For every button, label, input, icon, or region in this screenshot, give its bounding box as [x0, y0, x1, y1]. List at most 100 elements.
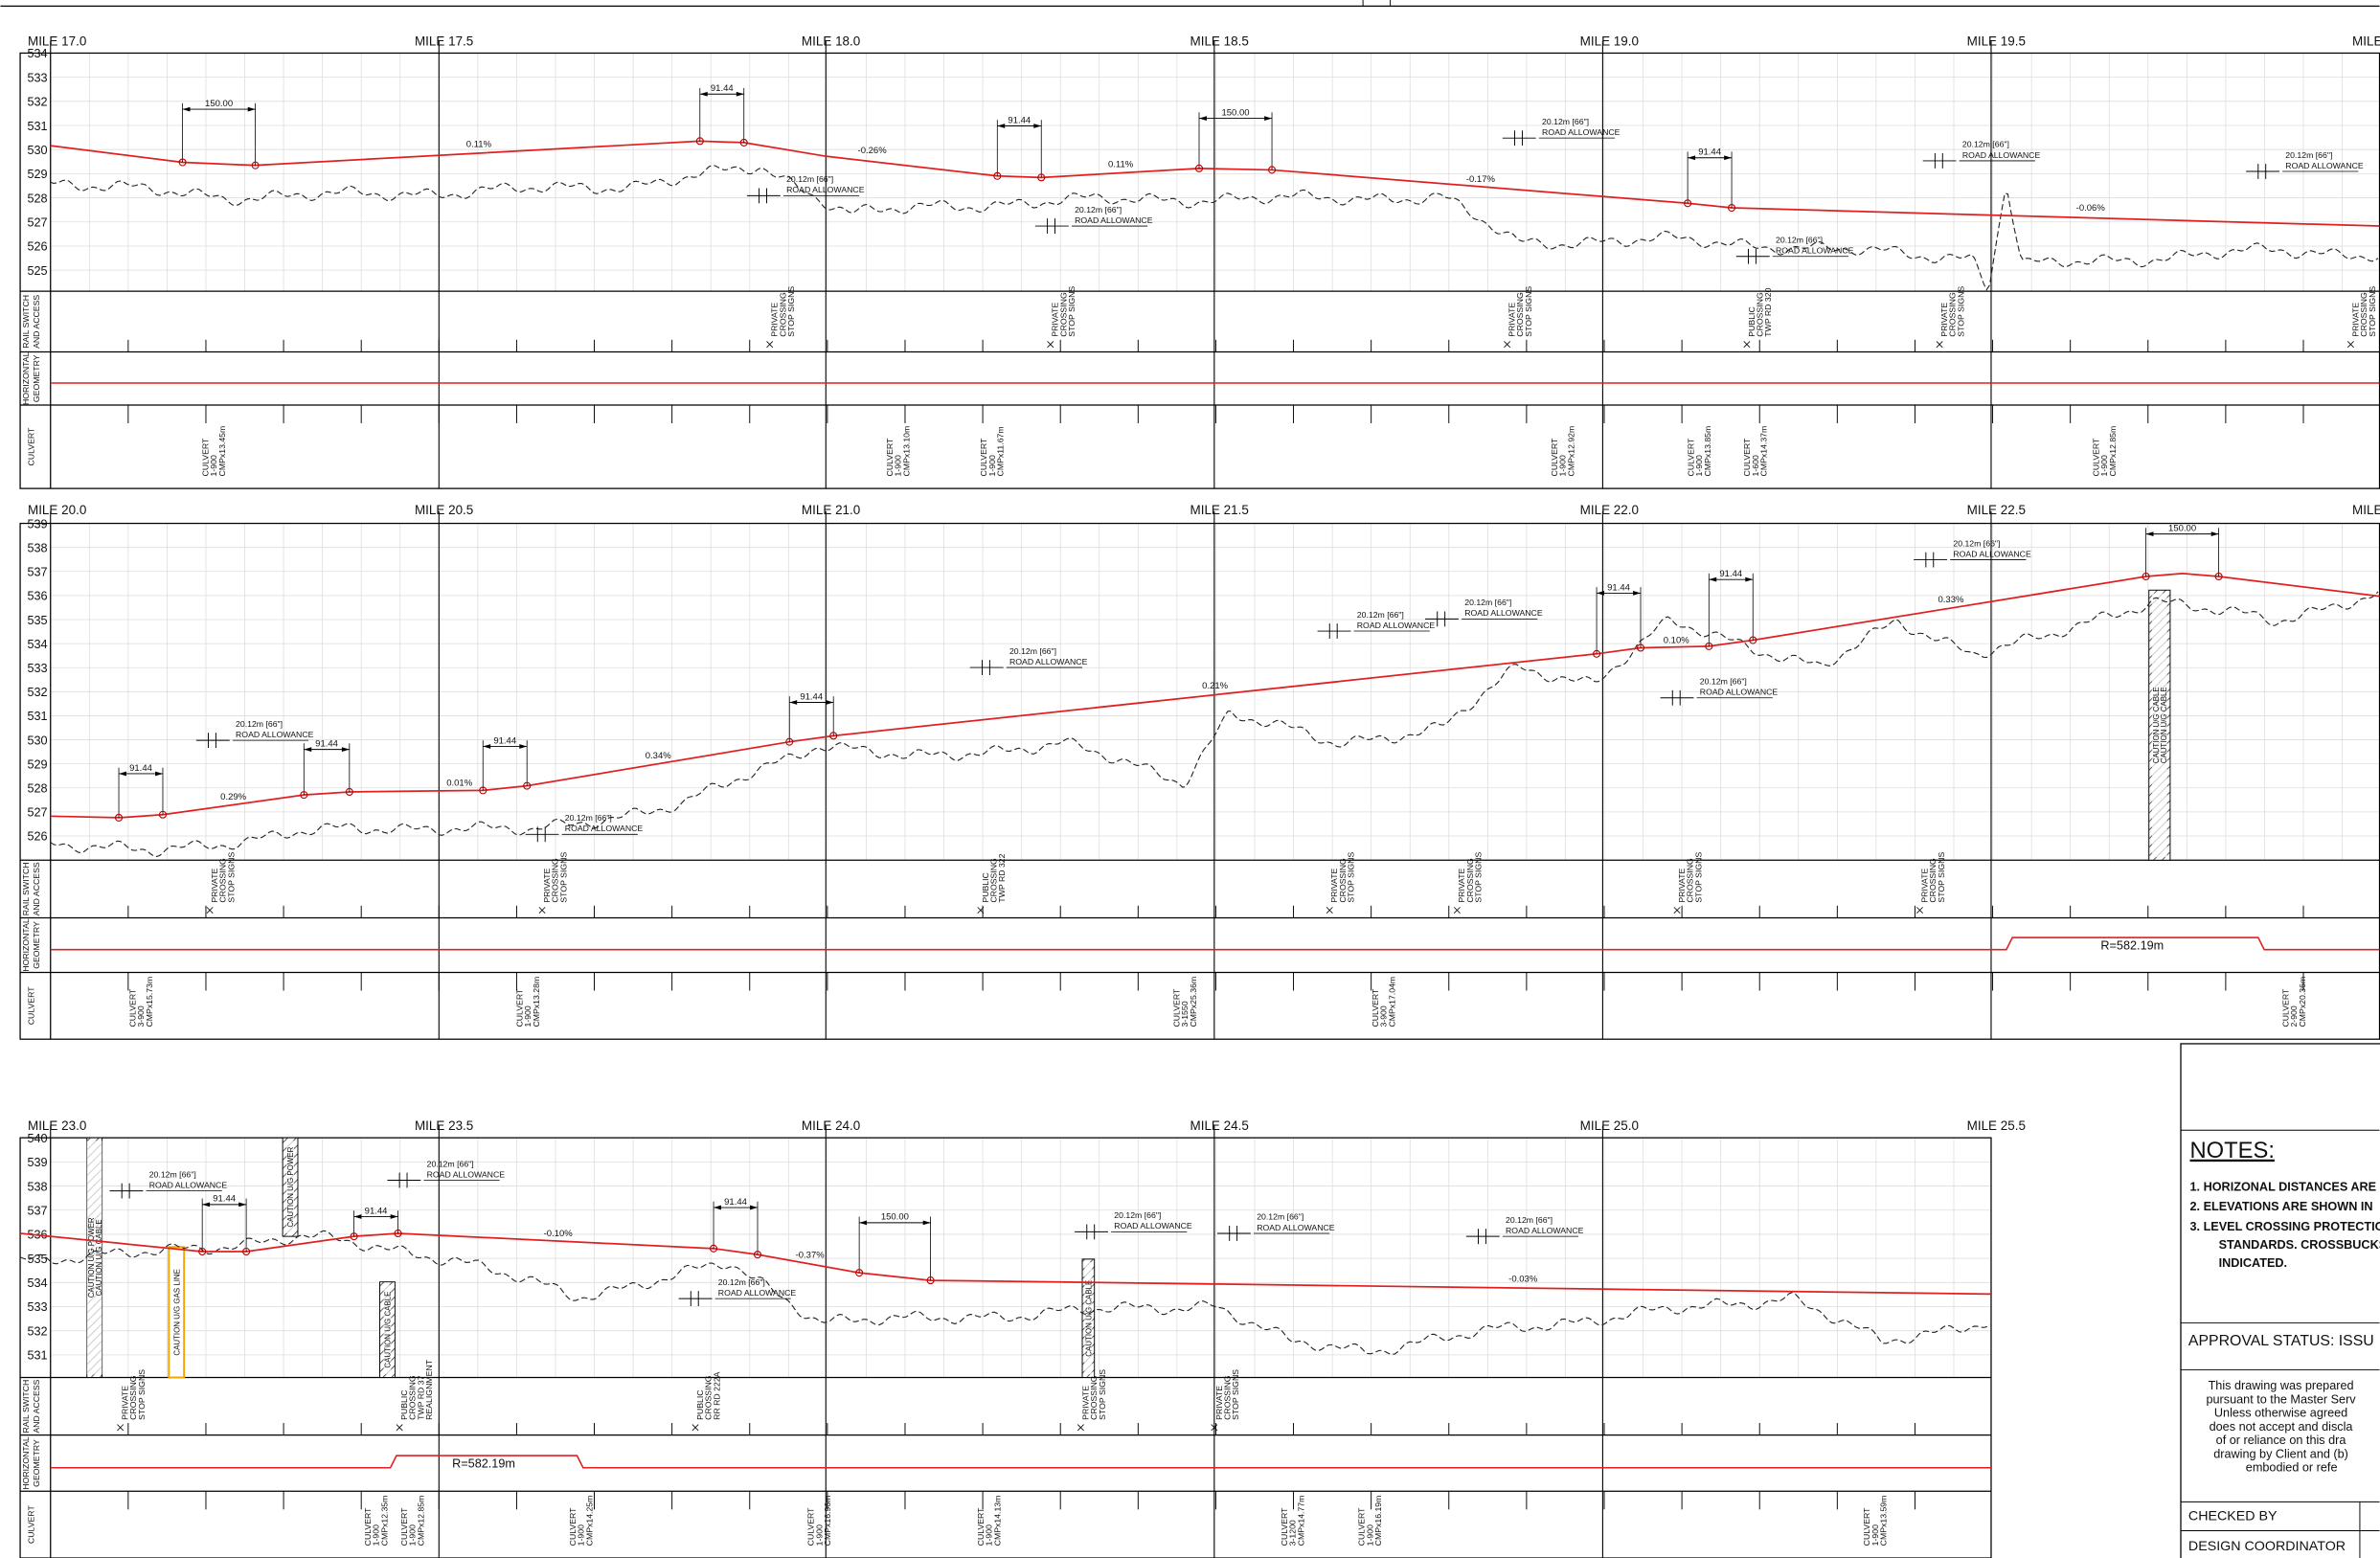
road-allowance-label: ROAD ALLOWANCE: [1357, 621, 1436, 630]
dimension-arrow: [519, 744, 528, 749]
dimension-arrow: [341, 747, 350, 752]
dimension-arrow: [1688, 155, 1696, 161]
panel-frame: [19, 1137, 1992, 1558]
crossing-label: CROSSING: [128, 1375, 138, 1420]
culvert-label: CULVERT: [568, 1507, 578, 1547]
crossing-label: CROSSING: [1465, 858, 1475, 903]
crossing-label: STOP SIGNS: [137, 1369, 147, 1420]
dimension-label: 91.44: [493, 735, 516, 746]
culvert-label: 1-900: [894, 455, 903, 476]
road-allowance-label: 20.12m [66"]: [1700, 676, 1747, 686]
road-allowance-label: 20.12m [66"]: [1114, 1210, 1161, 1220]
row-label: AND ACCESS: [32, 1379, 41, 1433]
elevation-label: 528: [27, 782, 47, 796]
disclaimer-line: embodied or refe: [2246, 1461, 2338, 1475]
row-label: GEOMETRY: [32, 921, 41, 969]
road-allowance-label: 20.12m [66"]: [718, 1277, 765, 1287]
dimension-arrow: [2210, 531, 2219, 537]
crossing-label: PUBLIC: [981, 872, 990, 902]
elevation-label: 538: [27, 541, 47, 554]
dimension-arrow: [736, 91, 744, 97]
vertical-curve-point: [855, 1269, 864, 1277]
caution-label: CAUTION U/G POWER: [286, 1146, 295, 1227]
elevation-label: 539: [27, 517, 47, 531]
disclaimer-line: pursuant to the Master Serv: [2206, 1392, 2356, 1406]
mile-label: MILE 20.0: [2352, 34, 2380, 49]
road-allowance-label: ROAD ALLOWANCE: [2285, 161, 2364, 170]
culvert-label: 3-1200: [1288, 1520, 1298, 1546]
crossing-marker: [396, 1424, 403, 1432]
road-allowance-label: ROAD ALLOWANCE: [236, 730, 314, 739]
culvert-label: CULVERT: [1171, 988, 1181, 1027]
mile-label: MILE 24.5: [1190, 1118, 1249, 1133]
crossing-label: CROSSING: [218, 858, 228, 903]
elevation-label: 534: [27, 638, 47, 651]
elevation-label: 526: [27, 240, 47, 254]
road-allowance-label: ROAD ALLOWANCE: [718, 1288, 797, 1298]
vertical-curve-point: [1268, 166, 1277, 174]
crossing-label: CROSSING: [1089, 1375, 1099, 1420]
culvert-label: 3-900: [1379, 1005, 1389, 1027]
culvert-label: CMPx12.92m: [1566, 426, 1575, 477]
caution-label-bg: [1084, 1262, 1093, 1375]
dimension-arrow: [247, 106, 256, 112]
vertical-curve-point: [242, 1247, 251, 1256]
elevation-label: 535: [27, 614, 47, 627]
dimension-arrow: [1724, 155, 1733, 161]
dimension-arrow: [155, 771, 163, 777]
road-allowance-label: ROAD ALLOWANCE: [1257, 1223, 1335, 1232]
row-label: AND ACCESS: [32, 295, 41, 349]
vertical-curve-point: [2214, 572, 2223, 581]
crossing-label: STOP SIGNS: [1956, 286, 1965, 337]
road-allowance-label: ROAD ALLOWANCE: [1953, 549, 2031, 558]
mile-label: MILE 23.0: [2352, 503, 2380, 517]
caution-label-bg: [2159, 593, 2167, 858]
dimension-arrow: [1709, 576, 1717, 582]
caution-label-bg: [94, 1140, 102, 1375]
culvert-label: CMPx25.36m: [1189, 977, 1198, 1027]
crossing-marker: [2346, 341, 2354, 349]
crossing-label: CROSSING: [1928, 858, 1938, 903]
mile-label: MILE 22.5: [1967, 503, 2026, 517]
crossing-label: TWP RD 37: [416, 1375, 425, 1419]
road-allowance-label: 20.12m [66"]: [149, 1169, 196, 1179]
dimension-label: 91.44: [711, 83, 734, 94]
crossing-label: PRIVATE: [1080, 1386, 1090, 1420]
culvert-label: CULVERT: [2280, 988, 2290, 1027]
dimension-arrow: [483, 744, 491, 749]
ground-profile: [50, 591, 2379, 858]
dimension-arrow: [922, 1220, 931, 1226]
culvert-label: CULVERT: [806, 1507, 816, 1547]
crossing-label: PRIVATE: [1214, 1386, 1224, 1420]
crossing-label: CROSSING: [2359, 292, 2369, 337]
mile-label: MILE 21.5: [1190, 503, 1249, 517]
crossing-marker: [1673, 907, 1681, 914]
crossing-marker: [1211, 1424, 1218, 1432]
culvert-label: CMPx13.10m: [901, 426, 911, 477]
culvert-label: CMPx14.13m: [992, 1496, 1002, 1547]
caution-label-bg: [86, 1140, 95, 1375]
elevation-label: 531: [27, 710, 47, 723]
elevation-label: 532: [27, 686, 47, 699]
road-allowance-label: 20.12m [66"]: [1506, 1215, 1553, 1225]
grade-label: 0.11%: [1108, 159, 1134, 169]
culvert-label: 2-900: [2289, 1005, 2299, 1027]
crossing-marker: [1916, 907, 1923, 914]
crossing-label: STOP SIGNS: [1347, 852, 1356, 903]
row-label: RAIL SWITCH: [21, 295, 31, 349]
road-allowance-label: ROAD ALLOWANCE: [427, 1169, 506, 1179]
vertical-curve-point: [1684, 199, 1692, 208]
culvert-label: CMPx13.59m: [1879, 1496, 1889, 1547]
road-allowance-label: 20.12m [66"]: [1257, 1212, 1303, 1222]
crossing-marker: [1743, 341, 1751, 349]
crossing-marker: [1077, 1424, 1084, 1432]
dimension-arrow: [304, 747, 312, 752]
mile-label: MILE 21.0: [802, 503, 860, 517]
crossing-label: CROSSING: [989, 858, 999, 903]
mile-label: MILE 17.5: [415, 34, 473, 49]
road-allowance-label: ROAD ALLOWANCE: [1464, 608, 1543, 618]
dimension-arrow: [202, 1202, 211, 1208]
culvert-label: CMPx14.37m: [1759, 426, 1769, 477]
culvert-label: CMPx11.67m: [996, 426, 1006, 476]
dimension-label: 91.44: [213, 1194, 236, 1205]
